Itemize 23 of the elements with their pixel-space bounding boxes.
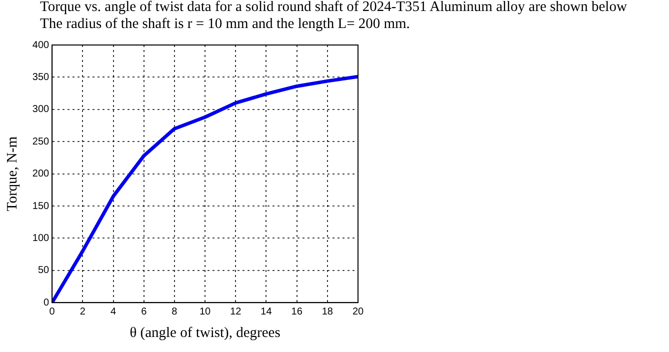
x-tick-label: 20 — [352, 306, 364, 318]
y-tick-label: 150 — [32, 200, 50, 212]
x-tick-label: 8 — [172, 306, 178, 318]
x-tick-label: 16 — [291, 306, 303, 318]
x-axis-title: θ (angle of twist), degrees — [130, 325, 281, 342]
x-tick-label: 6 — [141, 306, 148, 318]
x-tick-label: 2 — [80, 306, 86, 318]
chart-title: Torque vs. angle of twist data for a solid round shaft of 2024-T351 Aluminum alloy are shown below — [40, 0, 627, 16]
y-tick-label: 250 — [32, 136, 50, 148]
x-tick-label: 4 — [110, 306, 116, 318]
y-tick-label: 50 — [38, 265, 50, 276]
y-tick-label: 0 — [44, 297, 50, 308]
y-axis-title: Torque, N-m — [4, 136, 21, 212]
y-tick-label: 400 — [32, 40, 50, 51]
y-tick-label: 100 — [32, 232, 50, 244]
x-tick-label: 18 — [322, 306, 334, 318]
x-tick-label: 10 — [199, 306, 212, 318]
x-tick-label: 14 — [260, 306, 272, 318]
x-tick-label: 12 — [230, 306, 242, 318]
y-tick-label: 200 — [32, 168, 50, 180]
chart-subtitle: The radius of the shaft is r = 10 mm and the length L= 200 mm. — [40, 16, 410, 33]
y-tick-label: 350 — [32, 72, 50, 83]
y-tick-label: 300 — [32, 104, 50, 116]
